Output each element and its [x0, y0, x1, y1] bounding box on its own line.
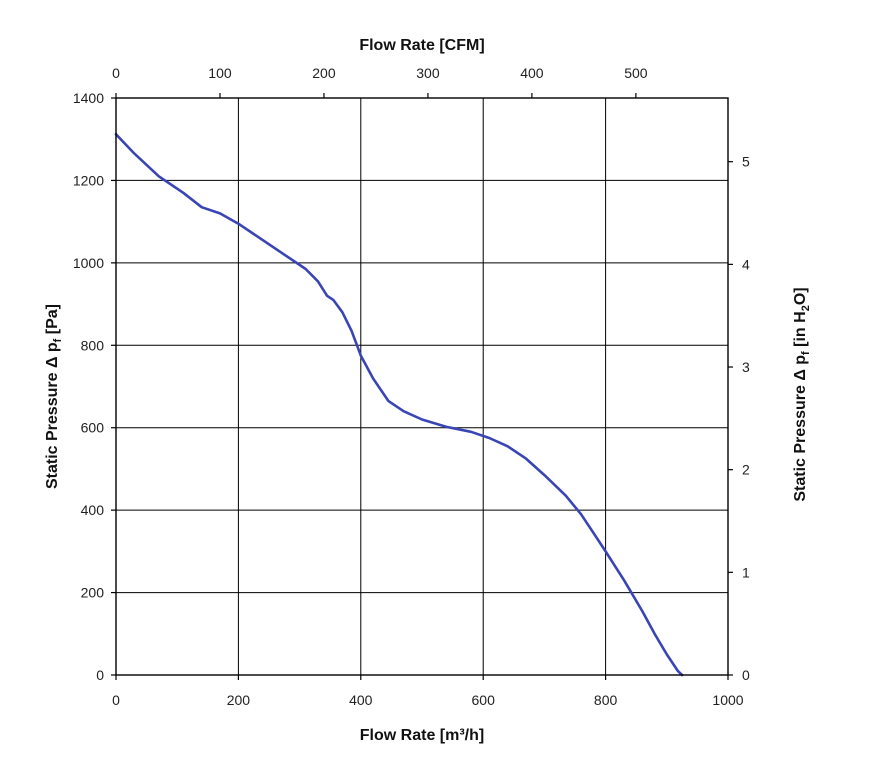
x-top-tick-label: 300	[416, 65, 440, 81]
y-left-tick-label: 1200	[73, 172, 104, 188]
y-right-tick-label: 3	[742, 359, 750, 375]
grid	[116, 98, 728, 675]
ticks	[111, 93, 733, 680]
x-top-tick-label: 200	[312, 65, 336, 81]
x-bottom-tick-label: 200	[227, 692, 251, 708]
y-right-title-subscript-2: 2	[800, 305, 812, 311]
x-top-tick-label: 400	[520, 65, 544, 81]
x-bottom-tick-label: 800	[594, 692, 618, 708]
y-right-tick-label: 5	[742, 154, 750, 170]
pressure-curve-line	[114, 133, 684, 677]
y-right-title-unit-end: O]	[792, 287, 809, 305]
y-right-title-main: Static Pressure Δ p	[792, 355, 809, 502]
y-left-tick-label: 0	[96, 667, 104, 683]
x-top-tick-label: 500	[624, 65, 648, 81]
y-left-tick-label: 1000	[73, 255, 104, 271]
x-top-tick-label: 0	[112, 65, 120, 81]
x-bottom-tick-label: 600	[472, 692, 496, 708]
y-axis-title-right: Static Pressure Δ pf [in H2O]	[792, 287, 812, 501]
y-left-tick-label: 400	[81, 502, 105, 518]
tick-labels: 0 200 400 600 800 100002004006008001000120014…	[73, 65, 750, 708]
y-right-title-unit-start: [in H	[792, 311, 809, 351]
y-right-tick-label: 0	[742, 667, 750, 683]
y-left-tick-label: 800	[81, 337, 105, 353]
x-axis-title-bottom: Flow Rate [m³/h]	[360, 727, 484, 744]
y-right-tick-label: 1	[742, 564, 750, 580]
y-left-tick-label: 1400	[73, 90, 104, 106]
x-bottom-tick-label: 1000	[712, 692, 743, 708]
y-right-tick-label: 2	[742, 462, 750, 478]
y-left-title-subscript: f	[52, 338, 64, 342]
y-left-tick-label: 600	[81, 420, 105, 436]
y-right-title-subscript: f	[800, 351, 812, 355]
y-left-tick-label: 200	[81, 585, 105, 601]
y-left-title-unit: [Pa]	[44, 304, 61, 339]
y-axis-title-left: Static Pressure Δ pf [Pa]	[44, 304, 64, 489]
x-axis-title-top: Flow Rate [CFM]	[359, 37, 484, 54]
x-top-tick-label: 100	[208, 65, 232, 81]
y-left-title-main: Static Pressure Δ p	[44, 342, 61, 489]
plot-frame	[115, 97, 729, 676]
y-right-tick-label: 4	[742, 256, 750, 272]
x-bottom-tick-label: 400	[349, 692, 373, 708]
x-bottom-tick-label: 0	[112, 692, 120, 708]
series-layer	[114, 133, 684, 677]
